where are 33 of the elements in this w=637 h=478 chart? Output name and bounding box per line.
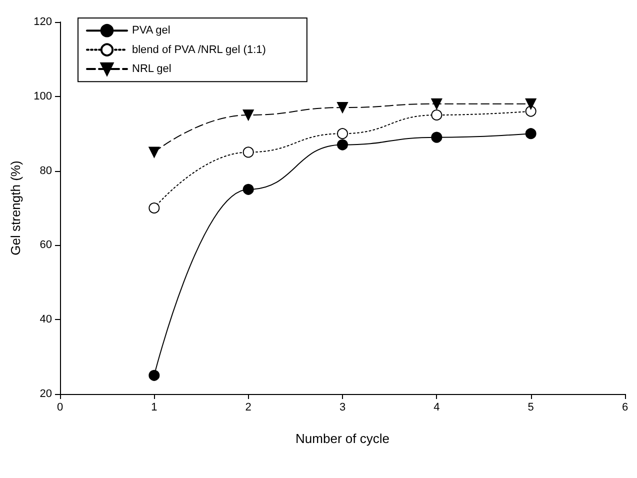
x-axis-title: Number of cycle [296, 431, 390, 446]
point [242, 110, 254, 120]
y-tick-label: 40 [40, 314, 52, 326]
y-tick-label: 80 [40, 164, 52, 177]
y-tick-label: 20 [40, 388, 52, 400]
point [337, 128, 348, 140]
y-tick-label: 100 [34, 90, 52, 102]
point [148, 146, 160, 158]
point [525, 128, 536, 140]
x-tick-label: 5 [528, 402, 534, 414]
point [337, 139, 348, 150]
x-tick-label: 0 [56, 402, 64, 414]
point [431, 98, 442, 110]
y-axis-title: Gel strength (%) [8, 160, 23, 256]
point [242, 146, 254, 158]
legend-label: PVA gel [132, 24, 170, 37]
x-tick-label: 1 [151, 402, 158, 414]
y-tick-label: 60 [40, 239, 52, 252]
point [431, 110, 442, 120]
x-tick-label: 4 [434, 402, 440, 414]
point [242, 184, 254, 195]
x-tick-label: 6 [622, 402, 628, 414]
legend-label: NRL gel [132, 63, 172, 75]
point [525, 98, 536, 110]
point [525, 106, 536, 117]
point [148, 370, 160, 381]
point [337, 102, 348, 114]
y-tick-label: 120 [34, 16, 52, 28]
point [148, 202, 160, 214]
legend-label: blend of PVA /NRL gel (1:1) [132, 44, 266, 56]
x-tick-label: 2 [245, 402, 252, 414]
point [431, 132, 442, 143]
x-tick-label: 3 [339, 402, 346, 414]
